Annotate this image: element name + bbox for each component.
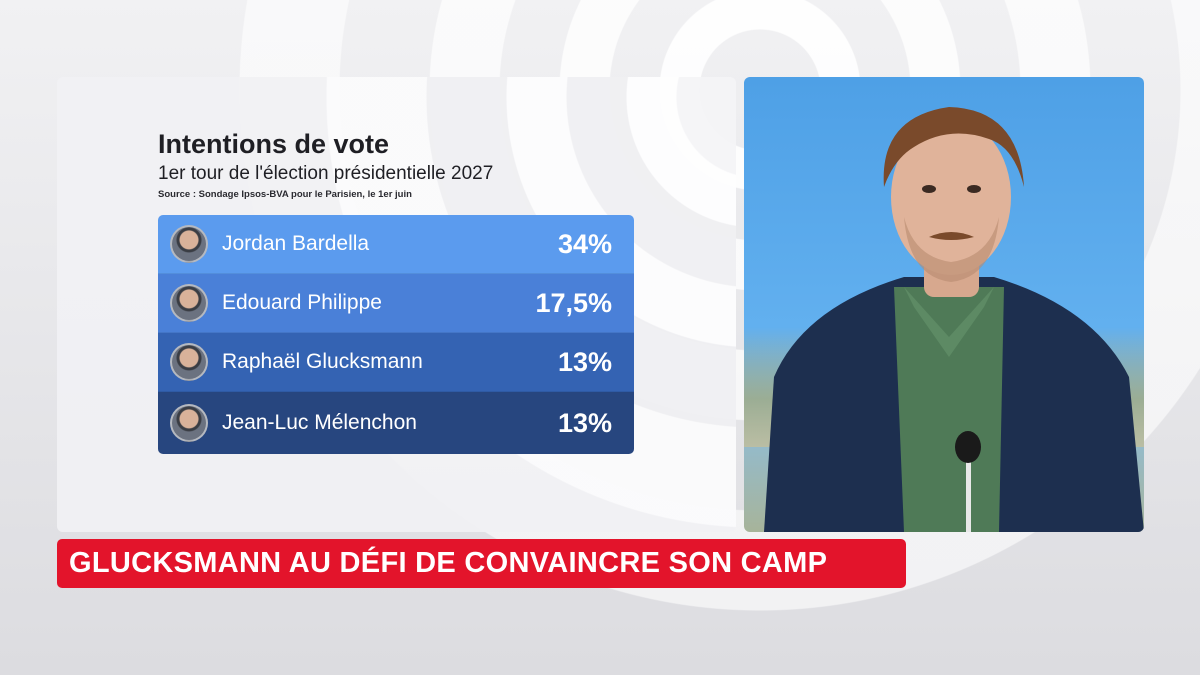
candidate-portrait-icon [170,284,208,322]
candidate-percentage: 34% [557,228,612,259]
candidate-portrait-icon [170,404,208,442]
poll-results-list: Jordan Bardella 34% Edouard Philippe 17,… [158,215,634,454]
guest-speaker [764,107,1144,532]
poll-row-bardella: Jordan Bardella 34% [158,215,634,274]
poll-row-glucksmann: Raphaël Glucksmann 13% [158,333,634,392]
candidate-name: Raphaël Glucksmann [222,350,423,373]
poll-row-melenchon: Jean-Luc Mélenchon 13% [158,392,634,454]
candidate-percentage: 17,5% [535,287,612,318]
candidate-name: Jean-Luc Mélenchon [222,411,417,434]
headline-text: GLUCKSMANN AU DÉFI DE CONVAINCRE SON CAM… [69,547,828,579]
poll-subtitle: 1er tour de l'élection présidentielle 20… [158,163,494,184]
poll-source: Source : Sondage Ipsos-BVA pour le Paris… [158,189,412,200]
headline-banner: GLUCKSMANN AU DÉFI DE CONVAINCRE SON CAM… [57,539,906,588]
poll-title: Intentions de vote [158,129,390,159]
candidate-percentage: 13% [557,407,612,438]
candidate-name: Jordan Bardella [222,232,370,255]
guest-video-feed [744,77,1144,532]
candidate-percentage: 13% [557,346,612,377]
candidate-name: Edouard Philippe [222,291,382,314]
candidate-portrait-icon [170,225,208,263]
poll-graphic: Intentions de vote 1er tour de l'électio… [57,77,736,532]
candidate-portrait-icon [170,343,208,381]
poll-row-philippe: Edouard Philippe 17,5% [158,274,634,333]
